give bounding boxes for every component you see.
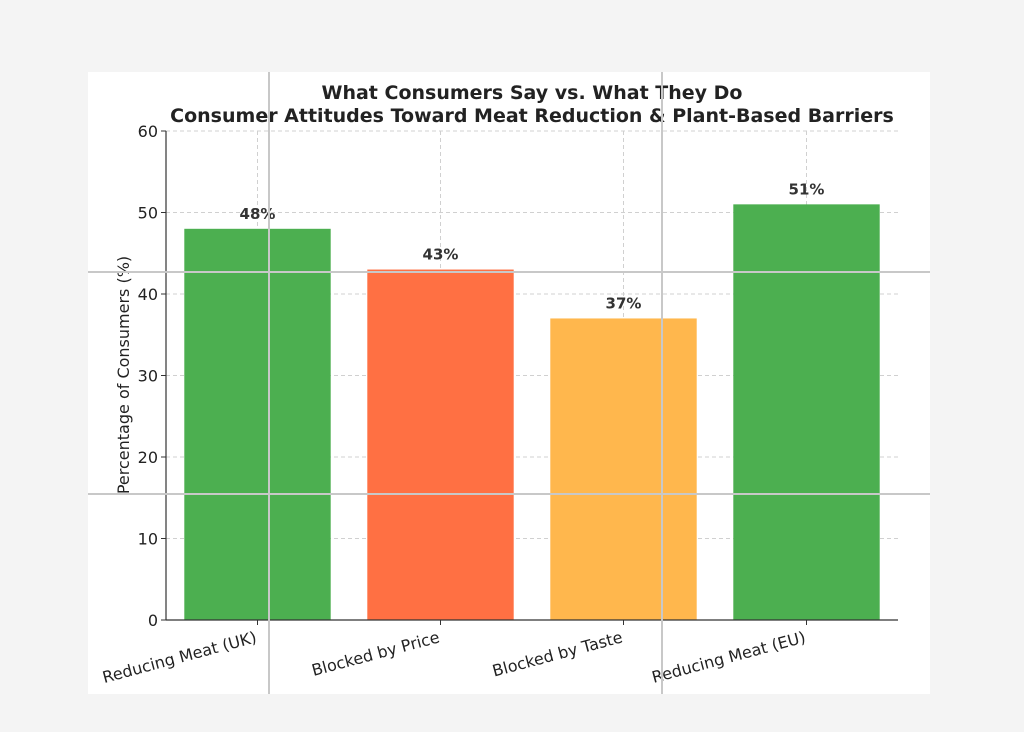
chart-subtitle: Consumer Attitudes Toward Meat Reduction… [170,105,894,127]
bar-value-label: 51% [789,180,825,198]
bar-value-label: 48% [240,205,276,223]
y-axis-ticks: 0 10 20 30 40 50 60 [138,122,166,630]
value-labels: 48% 43% 37% 51% [240,180,825,312]
bar-value-label: 37% [606,294,642,312]
y-tick-label: 10 [138,530,158,549]
chart-title: What Consumers Say vs. What They Do [322,82,743,104]
y-tick-label: 30 [138,367,158,386]
y-tick-label: 40 [138,285,158,304]
bars [184,204,880,621]
bar [367,269,514,620]
y-tick-label: 0 [148,611,158,630]
y-tick-label: 20 [138,448,158,467]
bar [550,318,697,620]
y-tick-label: 50 [138,204,158,223]
bar-value-label: 43% [423,246,459,264]
bar [733,204,880,620]
bar [184,228,331,621]
y-tick-label: 60 [138,122,158,141]
y-axis-label: Percentage of Consumers (%) [114,256,133,494]
